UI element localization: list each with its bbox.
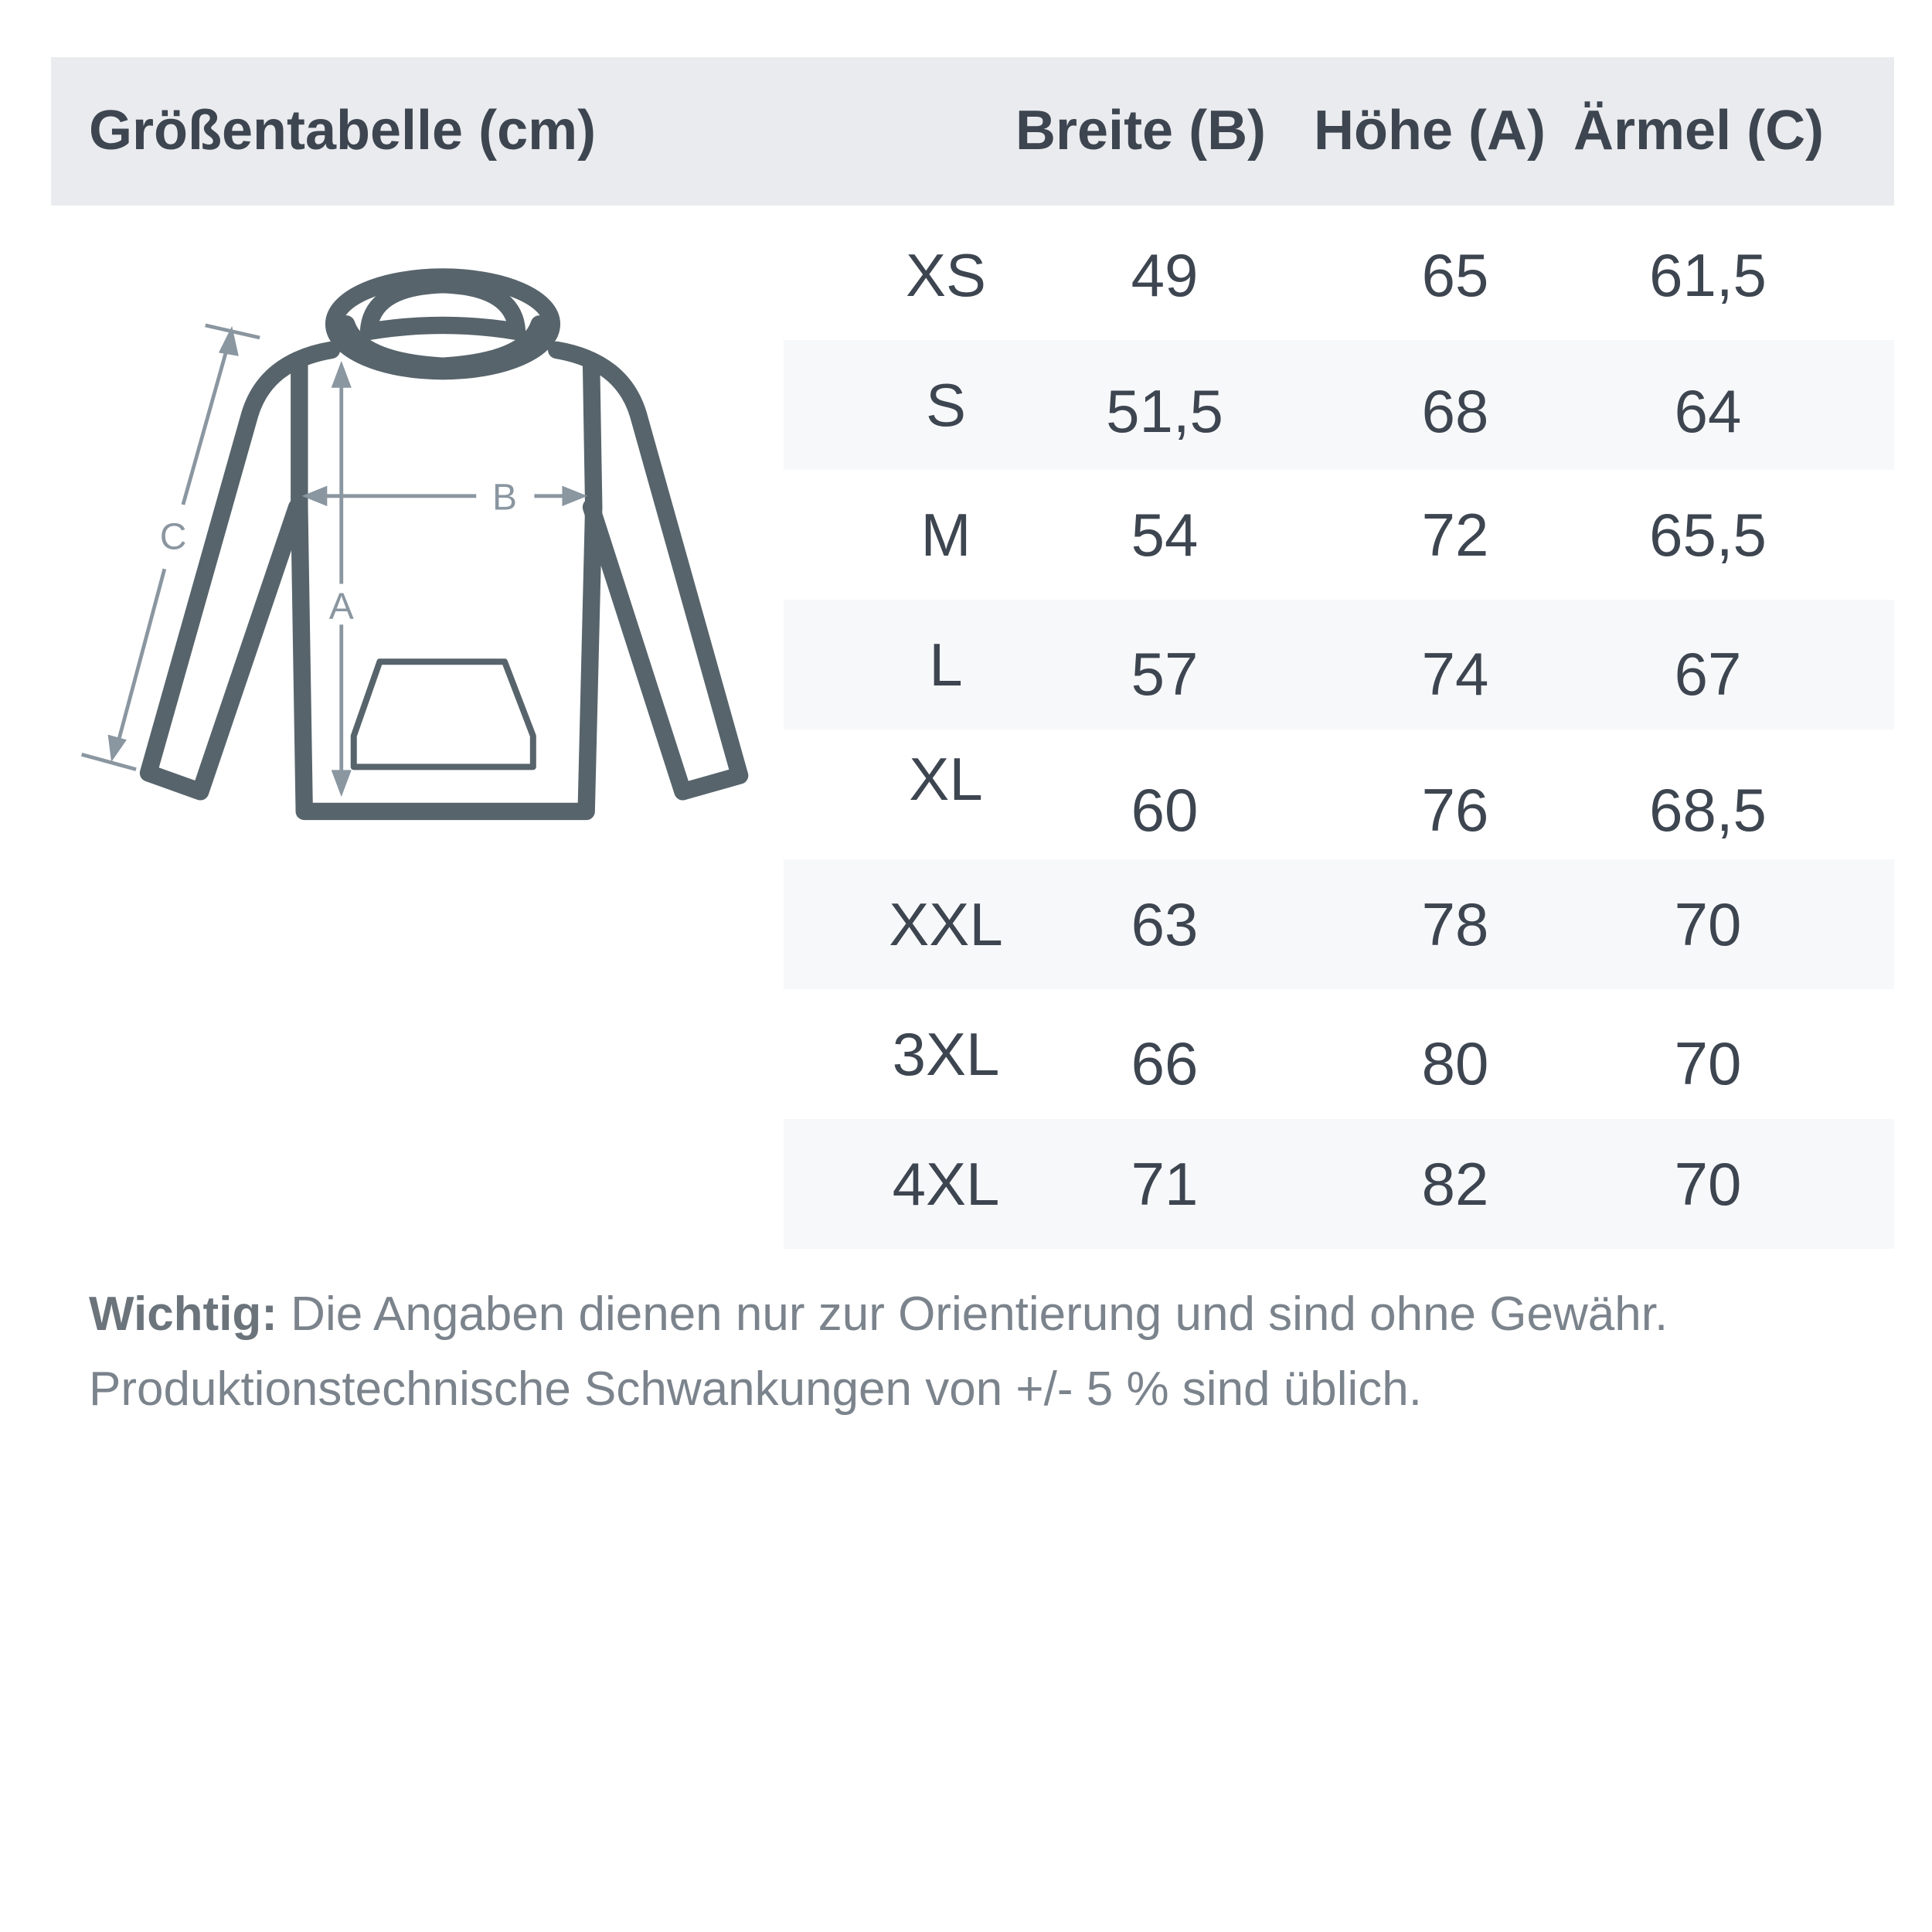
- table-row: S 51,5 68 64: [784, 340, 1894, 470]
- table-row: 3XL 66 80 70: [784, 989, 1894, 1119]
- hood-collar: [337, 315, 549, 375]
- label-b: B: [492, 477, 517, 518]
- hood-inner: [359, 275, 526, 341]
- value-cell-a: 78: [1421, 890, 1489, 958]
- body: [291, 352, 603, 821]
- column-header-hoehe: Höhe (A): [1314, 100, 1546, 162]
- value-cell-a: 74: [1421, 640, 1489, 708]
- column-header-aermel: Ärmel (C): [1573, 100, 1825, 162]
- size-cell: 4XL: [892, 1150, 1000, 1218]
- size-cell: 3XL: [892, 1020, 1000, 1088]
- label-c: C: [160, 517, 187, 558]
- value-cell-b: 60: [1131, 776, 1199, 844]
- page-title: Größentabelle (cm): [89, 100, 597, 162]
- value-cell-b: 51,5: [1106, 377, 1223, 445]
- right-sleeve: [548, 341, 749, 801]
- value-cell-a: 72: [1421, 501, 1489, 569]
- value-cell-b: 57: [1131, 640, 1199, 708]
- size-cell: XS: [905, 241, 987, 309]
- hoodie-outline: [139, 268, 749, 821]
- table-row: XS 49 65 61,5: [784, 210, 1894, 340]
- size-cell: L: [929, 631, 963, 699]
- value-cell-c: 65,5: [1649, 501, 1767, 569]
- note-line-1: Wichtig: Die Angaben dienen nur zur Orie…: [89, 1287, 1668, 1342]
- note-label: Wichtig:: [89, 1287, 277, 1341]
- value-cell-c: 68,5: [1649, 776, 1767, 844]
- note-line-2: Produktionstechnische Schwankungen von +…: [89, 1362, 1422, 1416]
- table-row: 4XL 71 82 70: [784, 1119, 1894, 1249]
- size-cell: XXL: [889, 890, 1003, 958]
- size-cell: M: [920, 501, 971, 569]
- value-cell-c: 70: [1674, 1029, 1742, 1097]
- value-cell-c: 70: [1674, 1150, 1742, 1218]
- size-cell: XL: [909, 745, 983, 813]
- value-cell-b: 63: [1131, 890, 1199, 958]
- value-cell-a: 80: [1421, 1029, 1489, 1097]
- column-header-breite: Breite (B): [1015, 100, 1267, 162]
- table-row: L 57 74 67: [784, 600, 1894, 730]
- value-cell-c: 70: [1674, 890, 1742, 958]
- table-row: M 54 72 65,5: [784, 470, 1894, 600]
- value-cell-b: 66: [1131, 1029, 1199, 1097]
- value-cell-a: 82: [1421, 1150, 1489, 1218]
- value-cell-a: 76: [1421, 776, 1489, 844]
- value-cell-b: 49: [1131, 241, 1199, 309]
- measure-lines: [81, 323, 588, 798]
- size-cell: S: [925, 371, 967, 439]
- label-a: A: [329, 586, 354, 627]
- value-cell-a: 68: [1421, 377, 1489, 445]
- value-cell-c: 64: [1674, 377, 1742, 445]
- note-text-1: Die Angaben dienen nur zur Orientierung …: [277, 1287, 1668, 1341]
- value-cell-c: 67: [1674, 640, 1742, 708]
- left-sleeve: [139, 341, 341, 801]
- value-cell-b: 71: [1131, 1150, 1199, 1218]
- pocket: [350, 658, 536, 770]
- value-cell-a: 65: [1421, 241, 1489, 309]
- table-row: XL 60 76 68,5: [784, 730, 1894, 859]
- value-cell-c: 61,5: [1649, 241, 1767, 309]
- table-header: [51, 57, 1894, 206]
- table-row: XXL 63 78 70: [784, 859, 1894, 989]
- value-cell-b: 54: [1131, 501, 1199, 569]
